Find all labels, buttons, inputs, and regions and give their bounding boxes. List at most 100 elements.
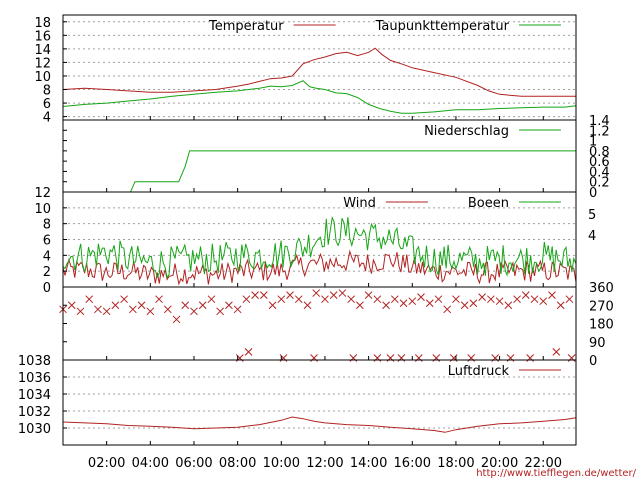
wind-direction-point [111,301,120,310]
wind-direction-point [347,295,356,304]
wind-direction-point [137,301,146,310]
wind-direction-point [556,301,565,310]
y-tick-label: 0 [589,354,597,369]
legend-label: Wind [343,196,376,211]
wind-direction-point [521,291,530,299]
panel-frames [62,14,577,446]
y-tick-label: 18 [34,16,51,31]
x-tick-label: 18:00 [437,456,474,471]
y-tick-label: 1032 [18,405,51,420]
wind-direction-point [286,291,294,299]
footer-url: http://www.tiefflegen.de/wetter/ [476,468,636,479]
wind-direction-point [408,297,417,306]
wind-direction-point [425,299,434,308]
series-line-Luftdruck [62,416,577,433]
wind-direction-point [76,307,85,316]
y-tick-label: 0.6 [589,155,610,170]
series-line-Temperatur [62,47,576,97]
y-tick-label: 0.8 [589,145,610,160]
y-tick-label: 1 [589,135,597,150]
wind-direction-point [434,295,443,304]
y-tick-label: 6 [43,234,51,249]
wind-direction-point [216,307,225,316]
wind-direction-point [94,305,102,314]
y-tick-label: 90 [589,336,606,351]
y-tick-label: 270 [589,299,614,314]
legend-label: Boeen [468,196,509,211]
y-tick-label: 1036 [18,371,51,386]
wind-direction-point [259,291,268,299]
tick-layer: 468101214161800.20.40.60.811.21.40246810… [18,16,614,471]
wind-direction-point [417,293,425,301]
legend-label: Taupunkttemperatur [375,19,510,34]
wind-direction-point [146,307,155,316]
wind-direction-point [198,301,207,310]
wind-direction-point [487,295,495,304]
y-tick-label: 12 [34,186,51,201]
wind-direction-point [478,293,486,301]
y-tick-label: 14 [34,43,51,58]
legend-label: Temperatur [208,19,284,34]
wind-direction-point [539,297,548,306]
legend-label: Luftdruck [448,364,510,379]
series-line-Taupunkttemperatur [62,80,577,114]
y-tick-label: 1030 [18,422,51,437]
y-tick-label: 6 [43,97,51,112]
y-tick-label: 0.4 [589,165,610,180]
x-tick-label: 08:00 [219,456,256,471]
wind-direction-point [225,301,233,310]
x-tick-label: 04:00 [132,456,169,471]
wind-direction-point [565,295,574,304]
y-tick-label: 16 [34,29,51,44]
wind-direction-point [233,305,242,314]
wind-direction-point [443,305,452,314]
right-axis-label: 5 [588,208,596,223]
series-layer [59,47,577,433]
wind-direction-point [399,299,408,308]
x-tick-label: 06:00 [175,456,212,471]
wind-direction-point [382,301,390,310]
x-tick-label: 02:00 [88,456,125,471]
wind-direction-point [268,301,277,310]
wind-direction-point [338,289,347,297]
wind-direction-point [181,301,190,310]
wind-direction-point [251,291,259,299]
y-tick-label: 2 [43,265,51,280]
y-tick-label: 8 [43,218,51,233]
series-line-Boeen [62,215,577,280]
wind-direction-point [155,295,163,304]
wind-direction-point [390,295,399,304]
wind-direction-point [548,291,556,299]
x-tick-label: 10:00 [263,456,300,471]
wind-direction-point [85,295,94,304]
wind-direction-point [356,301,364,310]
x-tick-label: 14:00 [350,456,387,471]
series-line-Wind [62,249,577,286]
right-axis-label: 4 [588,229,596,244]
y-tick-label: 180 [589,318,614,333]
y-tick-label: 4 [43,249,51,264]
wind-direction-point [120,295,128,304]
wind-direction-point [504,301,513,310]
y-tick-label: 10 [34,202,51,217]
wind-direction-point [294,295,303,304]
y-tick-label: 12 [34,56,51,71]
wind-direction-point [329,291,338,299]
wind-direction-point [469,299,478,308]
wind-direction-point [172,315,181,324]
wind-direction-point [452,295,460,304]
y-tick-label: 1.4 [589,114,610,129]
y-tick-label: 4 [43,111,51,126]
y-tick-label: 0.2 [589,176,610,191]
wind-direction-point [207,295,216,304]
wind-direction-point [530,295,539,304]
y-tick-label: 360 [589,281,614,296]
wind-direction-point [244,348,253,356]
legend-label: Niederschlag [424,124,509,139]
panel-frame-wind-direction [62,286,577,361]
wind-direction-point [321,295,329,304]
wind-direction-point [312,289,321,297]
wind-direction-point [67,301,76,310]
y-tick-label: 0 [589,186,597,201]
